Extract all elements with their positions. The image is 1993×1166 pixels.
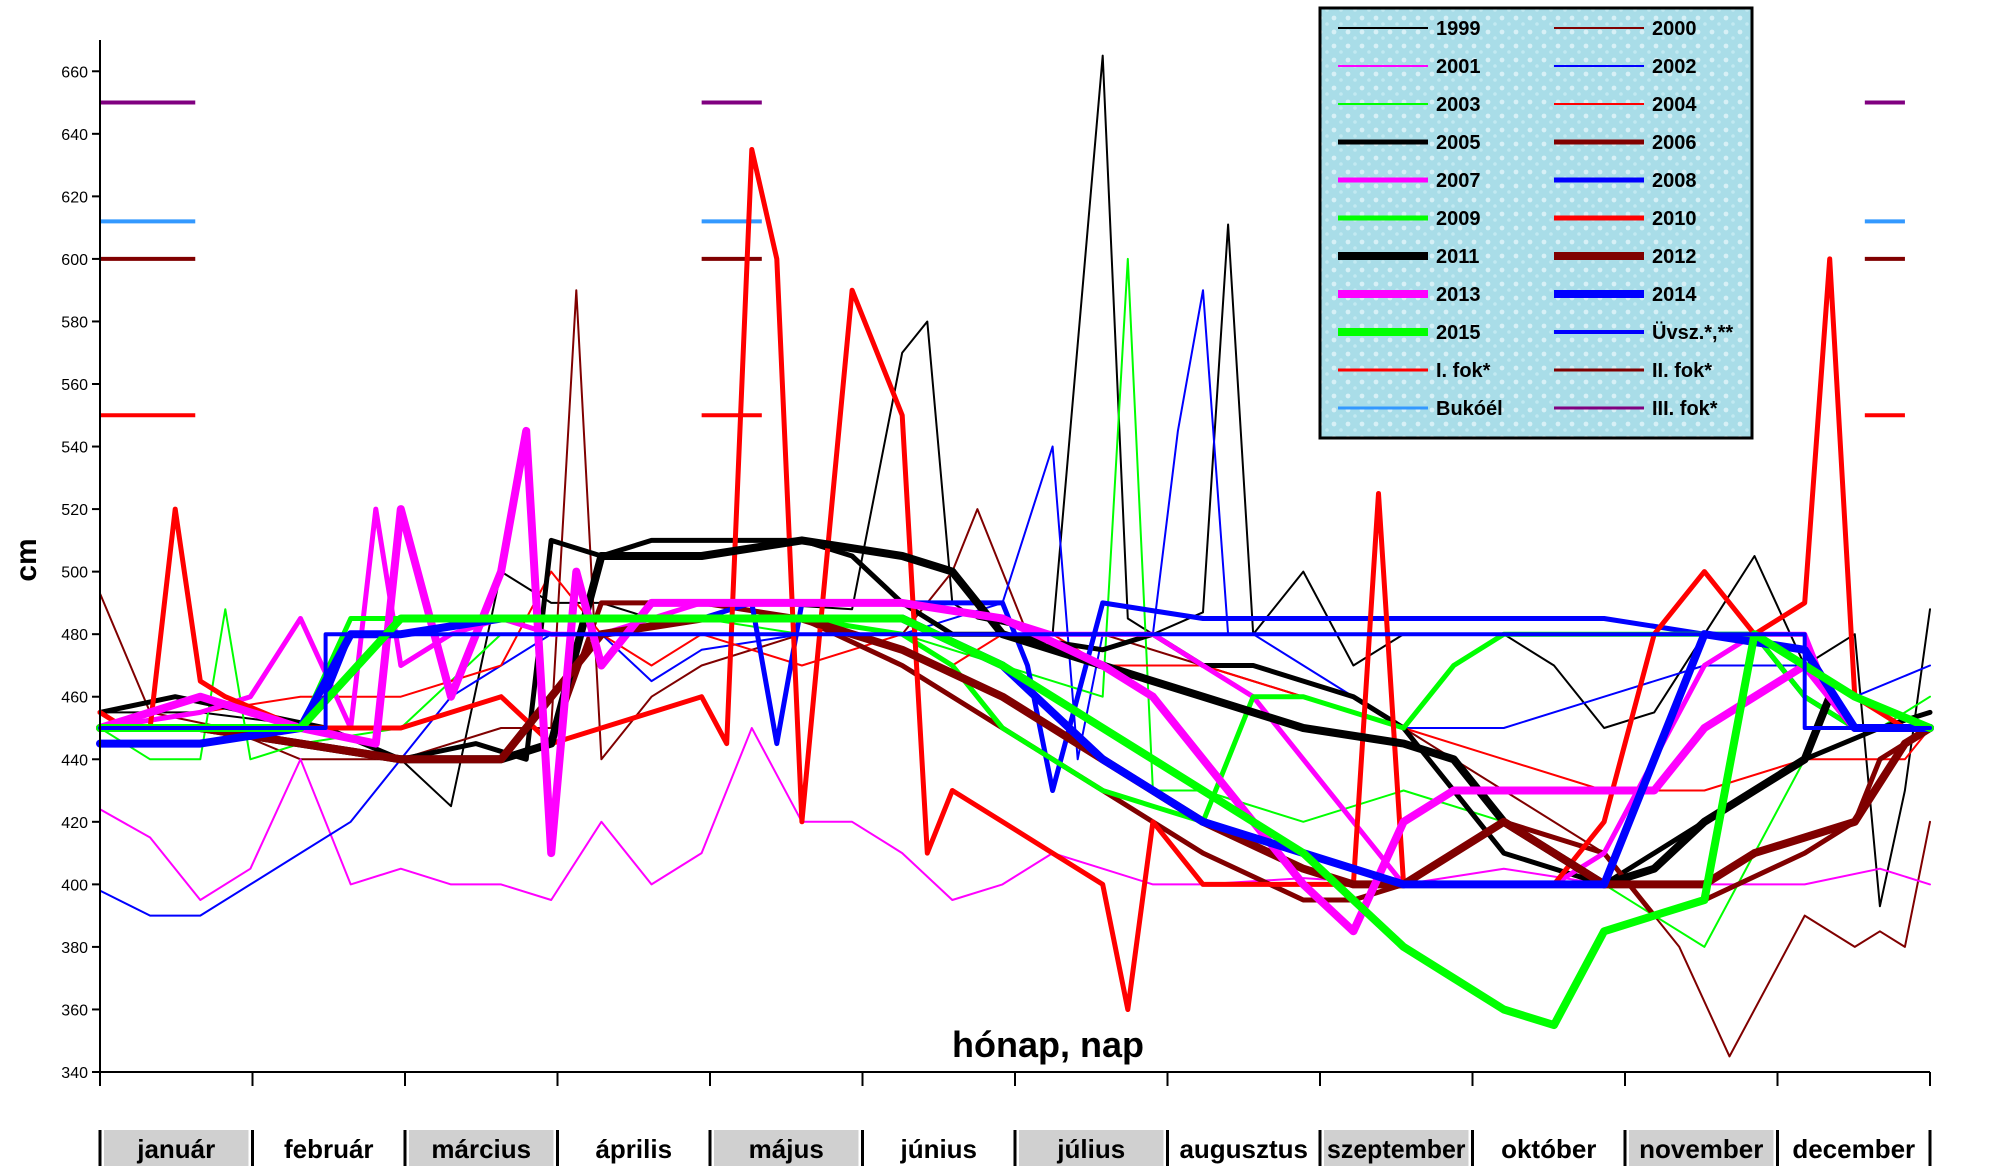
month-cell-februar [256,1130,401,1166]
y-tick-label-440: 440 [61,752,88,769]
axes: 340 360 380 400 420 440 460 480 500 520 540 560 580 6… [61,40,1931,1086]
legend-label-1999: 1999 [1436,18,1481,40]
legend-label-bukoel: Bukóél [1436,398,1503,420]
month-axis: január február március április május június jú… [98,1130,1932,1166]
legend-label-i-fok: I. fok* [1436,360,1491,382]
y-tick-label-500: 500 [61,565,88,582]
legend-label-2007: 2007 [1436,170,1481,192]
legend-label-2013: 2013 [1436,284,1481,306]
legend-label-2009: 2009 [1436,208,1481,230]
month-cell-majus [714,1130,859,1166]
legend-box [1318,6,1754,440]
legend-label-2012: 2012 [1652,246,1697,268]
series-2010-line [97,147,1933,1012]
series-lines [96,54,1934,1058]
legend-label-2005: 2005 [1436,132,1481,154]
y-tick-label-460: 460 [61,690,88,707]
legend-label-uvsz: Üvsz.*,** [1652,321,1733,344]
month-label-marcius: március [431,1134,531,1164]
legend-label-2000: 2000 [1652,18,1697,40]
legend-label-2001: 2001 [1436,56,1481,78]
series-2011-line [96,536,1934,889]
series-2002-line [99,289,1931,917]
series-2000-line [99,289,1931,1058]
month-cell-junius [866,1130,1011,1166]
month-label-aprilis: április [595,1134,672,1164]
legend-label-2004: 2004 [1652,94,1697,116]
month-cell-oktober [1476,1130,1621,1166]
month-cell-aprilis [561,1130,706,1166]
legend-label-2010: 2010 [1652,208,1697,230]
y-tick-label-520: 520 [61,502,88,519]
legend-label-2014: 2014 [1652,284,1697,306]
month-cell-december [1781,1130,1926,1166]
month-cell-julius [1019,1130,1164,1166]
legend-label-2015: 2015 [1436,322,1481,344]
month-label-julius: július [1056,1134,1125,1164]
month-label-januar: január [136,1134,215,1164]
legend: 1999 2000 2001 2002 2003 2004 2005 2006 2007 2008… [1318,6,1754,440]
month-label-februar: február [284,1134,374,1164]
y-tick-label-340: 340 [61,1065,88,1082]
month-cell-marcius [409,1130,554,1166]
legend-label-2011: 2011 [1436,246,1479,268]
month-cell-szeptember [1324,1130,1469,1166]
y-tick-label-360: 360 [61,1002,88,1019]
month-label-szeptember: szeptember [1327,1134,1466,1164]
threshold-lines [100,100,1905,418]
y-axis-title: cm [10,538,43,581]
y-tick-label-420: 420 [61,815,88,832]
legend-label-2002: 2002 [1652,56,1697,78]
month-label-augusztus: augusztus [1179,1134,1308,1164]
month-label-november: november [1639,1134,1763,1164]
month-cell-november [1629,1130,1774,1166]
y-tick-label-480: 480 [61,627,88,644]
legend-label-iii-fok: III. fok* [1652,398,1718,420]
y-tick-label-600: 600 [61,252,88,269]
y-tick-label-640: 640 [61,127,88,144]
month-label-december: december [1792,1134,1915,1164]
legend-label-2003: 2003 [1436,94,1481,116]
x-axis-title: hónap, nap [952,1024,1144,1065]
month-label-oktober: október [1501,1134,1596,1164]
y-tick-label-580: 580 [61,314,88,331]
y-tick-label-560: 560 [61,377,88,394]
y-tick-label-400: 400 [61,877,88,894]
y-tick-label-620: 620 [61,189,88,206]
legend-label-2008: 2008 [1652,170,1697,192]
series-2015-line [96,614,1934,1030]
month-cell-augusztus [1171,1130,1316,1166]
y-tick-label-380: 380 [61,940,88,957]
series-2001-line [99,727,1931,901]
month-label-majus: május [749,1134,824,1164]
month-cell-januar [104,1130,249,1166]
month-label-junius: június [899,1134,977,1164]
legend-label-ii-fok: II. fok* [1652,360,1712,382]
series-uvsz-line [98,632,1932,730]
y-tick-label-540: 540 [61,440,88,457]
legend-label-2006: 2006 [1652,132,1697,154]
series-2005-line [97,537,1933,887]
y-tick-label-660: 660 [61,64,88,81]
